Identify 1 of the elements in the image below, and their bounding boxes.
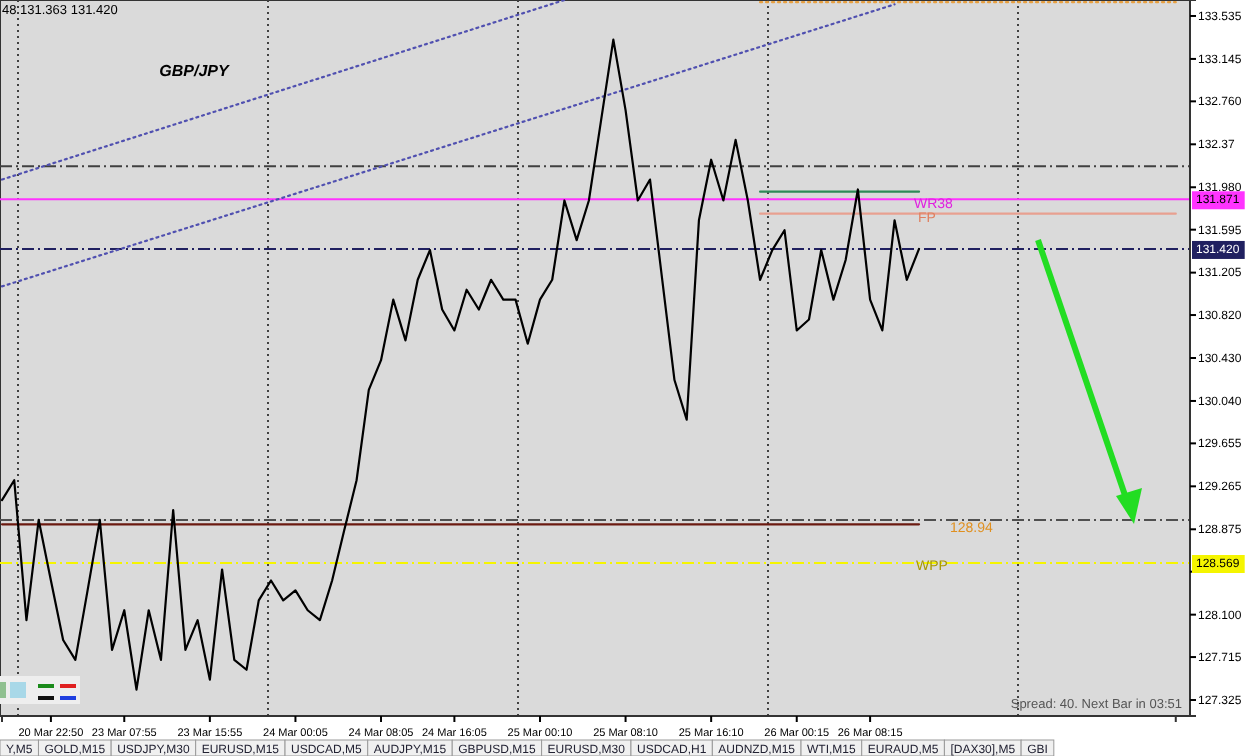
text: GBP/JPY [159,62,230,80]
